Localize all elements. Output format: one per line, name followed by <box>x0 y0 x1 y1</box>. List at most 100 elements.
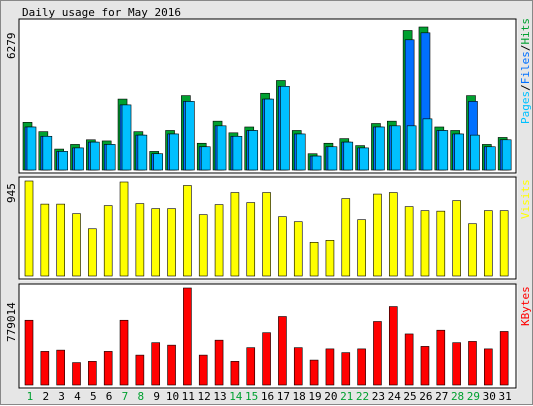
legend-sep: / <box>519 45 532 52</box>
pages-bar <box>359 147 369 171</box>
day-label: 12 <box>198 390 211 403</box>
kbytes-bar <box>468 341 477 386</box>
day-label: 7 <box>122 390 129 403</box>
kbytes-bar <box>262 332 271 386</box>
visits-bar <box>388 192 398 277</box>
kbytes-bar <box>151 342 161 386</box>
pages-bar <box>311 155 322 171</box>
visits-bar <box>183 185 192 277</box>
visits-bar <box>151 208 161 277</box>
pages-bar <box>375 126 385 171</box>
kbytes-bar <box>167 344 176 386</box>
day-label: 10 <box>166 390 179 403</box>
kbytes-bar <box>119 319 129 386</box>
day-label: 25 <box>403 390 416 403</box>
kbytes-bar <box>404 333 414 386</box>
pages-bar <box>486 146 496 171</box>
day-label: 18 <box>293 390 306 403</box>
pages-bar <box>200 146 211 171</box>
visits-bar <box>293 221 303 277</box>
kbytes-bar <box>183 287 192 386</box>
kbytes-bar <box>40 351 50 386</box>
pages-bar <box>137 134 148 171</box>
day-label: 1 <box>27 390 34 403</box>
pages-bar <box>438 130 449 171</box>
pages-bar <box>153 153 164 171</box>
kbytes-bar <box>341 352 351 386</box>
kbytes-bar <box>56 349 65 386</box>
pages-bar <box>470 134 480 171</box>
pages-bar <box>248 130 259 171</box>
visits-bar <box>373 193 382 277</box>
day-label: 8 <box>137 390 144 403</box>
visits-legend-label: Visits <box>519 179 532 219</box>
kbytes-bar <box>373 321 382 386</box>
pages-bar <box>105 144 116 171</box>
visits-bar <box>214 204 224 277</box>
pages-bar <box>390 125 401 171</box>
kbytes-bar <box>293 347 303 386</box>
visits-bar <box>436 210 446 277</box>
visits-bar <box>56 203 65 277</box>
pages-bar <box>264 98 274 171</box>
kbytes-bar <box>388 306 398 386</box>
kbytes-bar <box>230 361 240 386</box>
pages-bar <box>232 135 243 171</box>
kbytes-legend-label: KBytes <box>519 286 532 326</box>
visits-bar <box>468 223 477 277</box>
pages-bar <box>280 85 290 171</box>
kbytes-bar <box>309 359 319 386</box>
day-label: 9 <box>153 390 160 403</box>
kbytes-bar <box>72 362 81 386</box>
visits-bar <box>278 216 287 277</box>
visits-bar <box>88 228 97 277</box>
day-label: 5 <box>90 390 97 403</box>
visits-bar <box>341 198 351 277</box>
day-label: 22 <box>356 390 369 403</box>
visits-axis-max-label: 945 <box>5 183 18 203</box>
day-label: 21 <box>340 390 353 403</box>
visits-bar <box>198 214 208 277</box>
pages-bar <box>295 133 306 171</box>
kbytes-bar <box>357 348 366 386</box>
day-label: 26 <box>419 390 432 403</box>
visits-bar <box>325 240 335 277</box>
kbytes-bar <box>24 319 34 386</box>
visits-bar <box>262 192 271 277</box>
legend-files-label: Files <box>519 51 532 84</box>
kbytes-bar <box>246 347 256 386</box>
visits-bar <box>24 180 34 277</box>
pages-bar <box>343 141 354 171</box>
visits-bar <box>167 208 176 277</box>
day-label: 2 <box>42 390 49 403</box>
visits-bar <box>499 210 509 277</box>
day-label: 27 <box>435 390 448 403</box>
day-label: 6 <box>106 390 113 403</box>
kbytes-bar <box>88 361 97 386</box>
kbytes-bar <box>452 342 461 386</box>
day-label: 15 <box>245 390 258 403</box>
day-label: 3 <box>58 390 65 403</box>
pages-bar <box>74 147 84 171</box>
kbytes-bar <box>198 354 208 386</box>
pages-bar <box>121 104 132 171</box>
pages-bar <box>169 133 179 171</box>
day-label: 29 <box>467 390 480 403</box>
pages-bar <box>327 146 338 171</box>
day-label: 17 <box>277 390 290 403</box>
kbytes-bar <box>420 346 430 386</box>
legend-hits-label: Hits <box>519 18 532 45</box>
pages-bar <box>185 101 195 171</box>
visits-bar <box>452 200 461 277</box>
legend-sep: / <box>519 84 532 91</box>
pages-bar <box>90 141 100 171</box>
day-label: 14 <box>229 390 243 403</box>
kbytes-bar <box>214 339 224 386</box>
kbytes-bar <box>103 351 113 386</box>
pages-bar <box>501 139 512 171</box>
visits-bar <box>103 205 113 277</box>
visits-bar <box>40 203 50 277</box>
hits-legend: Pages/Files/Hits <box>519 18 532 124</box>
